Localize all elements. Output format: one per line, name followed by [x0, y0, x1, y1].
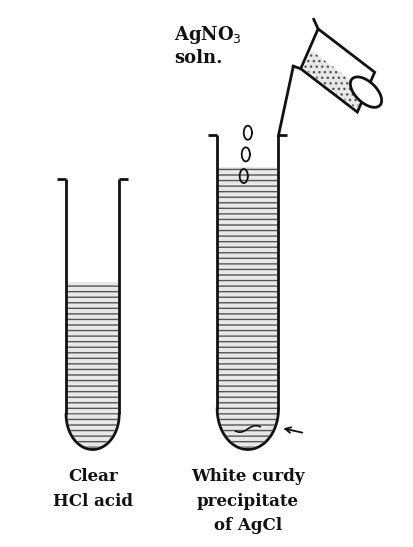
Text: soln.: soln.	[174, 49, 222, 67]
Text: HCl acid: HCl acid	[52, 493, 132, 510]
Text: of AgCl: of AgCl	[213, 517, 281, 534]
Text: Clear: Clear	[68, 468, 117, 485]
Polygon shape	[303, 50, 363, 109]
Bar	[67, 179, 118, 282]
Bar	[67, 282, 118, 414]
Bar	[218, 167, 277, 409]
Bar	[218, 136, 277, 167]
Wedge shape	[67, 414, 118, 448]
Wedge shape	[218, 409, 277, 448]
Polygon shape	[300, 29, 374, 112]
Text: precipitate: precipitate	[196, 493, 298, 510]
Text: White curdy: White curdy	[191, 468, 304, 485]
Text: AgNO$_3$: AgNO$_3$	[174, 25, 242, 46]
Ellipse shape	[349, 77, 381, 107]
